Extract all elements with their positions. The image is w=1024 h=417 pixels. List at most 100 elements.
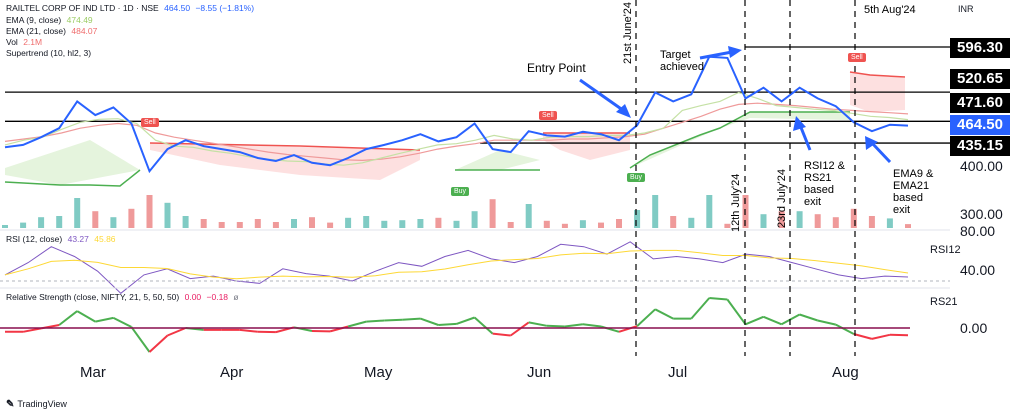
rs-value-2: −0.18 xyxy=(206,292,229,302)
rsi-line xyxy=(4,241,909,294)
volume-bar xyxy=(218,222,225,228)
month-may: May xyxy=(364,364,393,381)
volume-bar xyxy=(272,222,279,228)
arrow-exit2-head xyxy=(865,136,878,150)
volume-bar xyxy=(74,198,81,228)
volume-bar xyxy=(363,216,370,228)
volume-bar xyxy=(453,220,460,228)
volume-bar xyxy=(561,223,568,228)
volume-bar xyxy=(724,223,731,228)
legend-header: RAILTEL CORP OF IND LTD · 1D · NSE 464.5… xyxy=(6,3,257,14)
rs-segment xyxy=(799,313,819,322)
tradingview-brand: TradingView xyxy=(17,399,67,409)
volume-bar xyxy=(832,217,839,228)
rsi-tick-80: 80.00 xyxy=(960,223,996,239)
volume-bar xyxy=(56,216,63,228)
rs-segment xyxy=(239,328,258,333)
rs-segment xyxy=(889,333,909,337)
rsi-value-1: 43.27 xyxy=(67,234,89,244)
volume-bar xyxy=(399,220,406,228)
volume-bar xyxy=(92,211,99,228)
rs-segment xyxy=(817,319,837,326)
price-change: −8.55 (−1.81%) xyxy=(195,3,255,13)
rs-segment xyxy=(347,320,367,328)
rsi-label: RSI (12, close) xyxy=(6,234,63,244)
ema9-value: 474.49 xyxy=(66,15,93,25)
rs-segment xyxy=(510,321,530,337)
rs-segment xyxy=(438,322,457,326)
rs-segment xyxy=(726,298,747,325)
volume-bar xyxy=(905,224,911,228)
volume-bar xyxy=(182,216,189,228)
rs-segment xyxy=(618,325,638,333)
volume-bar xyxy=(435,217,442,228)
ema9-label: EMA (9, close) xyxy=(6,15,62,25)
rs-segment xyxy=(329,325,349,333)
legend-rs[interactable]: Relative Strength (close, NIFTY, 21, 5, … xyxy=(6,292,242,303)
volume-bar xyxy=(796,211,803,228)
month-mar: Mar xyxy=(80,364,106,381)
volume-bar xyxy=(309,217,315,228)
rsi-tick-40: 40.00 xyxy=(960,262,996,278)
volume-bars xyxy=(2,195,911,228)
volume-label: Vol xyxy=(6,37,18,47)
signal-buy-2: Buy xyxy=(627,173,646,182)
volume-bar xyxy=(128,208,135,228)
volume-bar xyxy=(868,216,875,228)
supertrend-fill-bull-2 xyxy=(455,150,540,170)
volume-bar xyxy=(778,211,785,228)
price-label-596: 596.30 xyxy=(950,38,1010,58)
month-apr: Apr xyxy=(220,364,244,381)
rs-segment xyxy=(366,319,385,323)
rs-segment xyxy=(853,333,873,340)
volume-bar xyxy=(688,217,695,228)
rs-segment xyxy=(402,317,421,321)
rs-segment xyxy=(690,297,711,320)
arrow-exit2 xyxy=(870,141,892,164)
ema21-label: EMA (21, close) xyxy=(6,26,66,36)
ema9-line xyxy=(4,91,909,166)
date-label-23-july: 23rd July'24 xyxy=(776,169,788,228)
date-label-12-july: 12th July'24 xyxy=(730,173,742,232)
signal-sell-1: Sell xyxy=(141,118,159,127)
supertrend-fill-bull-3 xyxy=(630,112,850,168)
rs-segment xyxy=(546,324,565,328)
legend-ema9[interactable]: EMA (9, close) 474.49 xyxy=(6,15,96,26)
annotation-exit1: RSI12 & RS21 based exit xyxy=(804,160,845,208)
rs-tick-0: 0.00 xyxy=(960,320,988,336)
volume-bar xyxy=(254,219,261,228)
arrow-entry xyxy=(579,78,628,115)
supertrend-bull-3 xyxy=(629,111,850,169)
volume-bar xyxy=(543,220,550,228)
volume-bar xyxy=(670,216,677,228)
tradingview-logo[interactable]: ✎ TradingView xyxy=(6,399,67,410)
volume-bar xyxy=(598,222,604,228)
rs-segment xyxy=(456,316,475,325)
rs-segment xyxy=(745,315,764,326)
tradingview-logo-icon: ✎ xyxy=(6,399,15,410)
volume-bar xyxy=(886,218,893,228)
legend-ema21[interactable]: EMA (21, close) 484.07 xyxy=(6,26,100,37)
rs-segment xyxy=(636,308,656,327)
rs-segment xyxy=(492,332,511,337)
volume-bar xyxy=(634,210,641,228)
price-label-471: 471.60 xyxy=(950,93,1010,113)
price-label-520: 520.65 xyxy=(950,69,1010,89)
volume-value: 2.1M xyxy=(23,37,43,47)
legend-supertrend[interactable]: Supertrend (10, hl2, 3) xyxy=(6,48,94,59)
arrow-target-head xyxy=(728,46,742,58)
legend-volume[interactable]: Vol 2.1M xyxy=(6,37,45,48)
volume-bar xyxy=(471,211,478,228)
legend-rsi[interactable]: RSI (12, close) 43.27 45.86 xyxy=(6,234,119,245)
currency-label[interactable]: INR xyxy=(958,4,974,14)
signal-sell-2: Sell xyxy=(539,111,557,120)
month-aug: Aug xyxy=(832,364,859,381)
volume-bar xyxy=(850,208,857,228)
supertrend-bull-1 xyxy=(4,169,141,187)
supertrend-fill-bear-1 xyxy=(150,143,420,180)
volume-bar xyxy=(579,220,586,228)
arrow-exit1-head xyxy=(793,116,806,131)
price-label-current: 464.50 xyxy=(950,115,1010,135)
rs-segment xyxy=(148,334,169,353)
